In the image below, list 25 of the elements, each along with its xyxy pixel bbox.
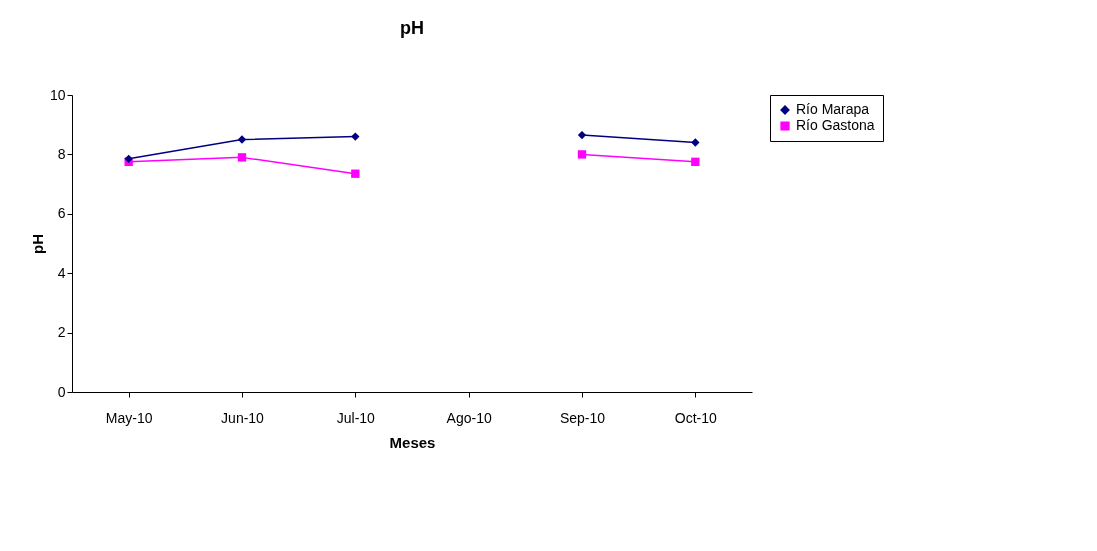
x-axis-title: Meses [389,433,436,451]
y-tick-label: 4 [57,264,66,281]
point [237,135,247,144]
point [691,157,700,167]
y-axis-title: pH [28,234,46,254]
y-tick-label: 2 [57,324,66,341]
point [577,130,587,140]
x-tick-label: May-10 [105,409,153,426]
x-tick-label: Jul-10 [336,409,376,426]
x-tick-label: Oct-10 [674,409,718,426]
y-tick-label: 10 [49,86,66,103]
y-tick-label: 0 [57,383,66,400]
point [237,153,247,162]
point [351,169,360,178]
x-tick-label: Ago-10 [446,409,492,426]
point [351,132,360,141]
y-tick-label: 8 [57,145,66,162]
legend-label: Río Marapa [796,101,870,117]
legend-label: Río Gastona [796,117,875,133]
y-tick-label: 6 [57,205,66,222]
point [577,150,587,159]
chart-title: pH [400,18,424,38]
x-tick-label: Jun-10 [221,409,265,426]
x-tick-label: Sep-10 [559,409,606,426]
point [691,138,700,147]
